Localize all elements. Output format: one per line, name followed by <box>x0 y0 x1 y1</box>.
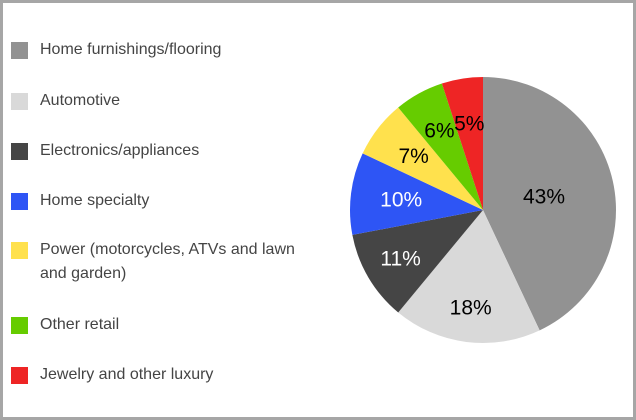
legend-swatch <box>11 367 28 384</box>
pie-slice <box>398 83 483 210</box>
legend-swatch <box>11 42 28 59</box>
legend-label: Electronics/appliances <box>40 142 200 159</box>
slice-value-label: 18% <box>450 297 492 320</box>
pie-slice <box>441 77 483 210</box>
slice-value-label: 10% <box>380 189 422 212</box>
legend-label: Jewelry and other luxury <box>40 366 214 383</box>
legend-item: Home furnishings/flooring <box>11 41 310 62</box>
legend-swatch <box>11 193 28 210</box>
slice-value-label: 7% <box>398 145 428 168</box>
pie-slice <box>483 77 616 331</box>
slice-value-label: 11% <box>380 248 420 271</box>
pie-chart: 43% 18% 11% 10% 7%6% 5% <box>350 77 616 343</box>
pie-slice <box>350 153 483 235</box>
pie-slice <box>352 210 483 313</box>
slice-value-label: 43% <box>523 185 565 208</box>
legend-item: Other retail <box>11 316 310 337</box>
legend-label: Home specialty <box>40 192 150 209</box>
pie-slice <box>398 210 540 343</box>
legend-swatch <box>11 143 28 160</box>
legend-item: Power (motorcycles, ATVs and lawn and ga… <box>11 241 310 286</box>
legend-label: Home furnishings/flooring <box>40 41 222 58</box>
legend-item: Electronics/appliances <box>11 142 310 163</box>
legend-swatch <box>11 242 28 259</box>
slice-value-label: 6% <box>424 120 454 143</box>
legend-item: Home specialty <box>11 192 310 213</box>
legend-item: Jewelry and other luxury <box>11 366 310 387</box>
legend-swatch <box>11 93 28 110</box>
legend-item: Automotive <box>11 92 310 113</box>
pie-slice <box>362 107 483 210</box>
legend-label: Other retail <box>40 316 120 333</box>
legend-swatch <box>11 317 28 334</box>
slice-value-label: 5% <box>454 112 484 135</box>
legend-label: Automotive <box>40 92 121 109</box>
legend-label: Power (motorcycles, ATVs and lawn and ga… <box>40 241 295 282</box>
